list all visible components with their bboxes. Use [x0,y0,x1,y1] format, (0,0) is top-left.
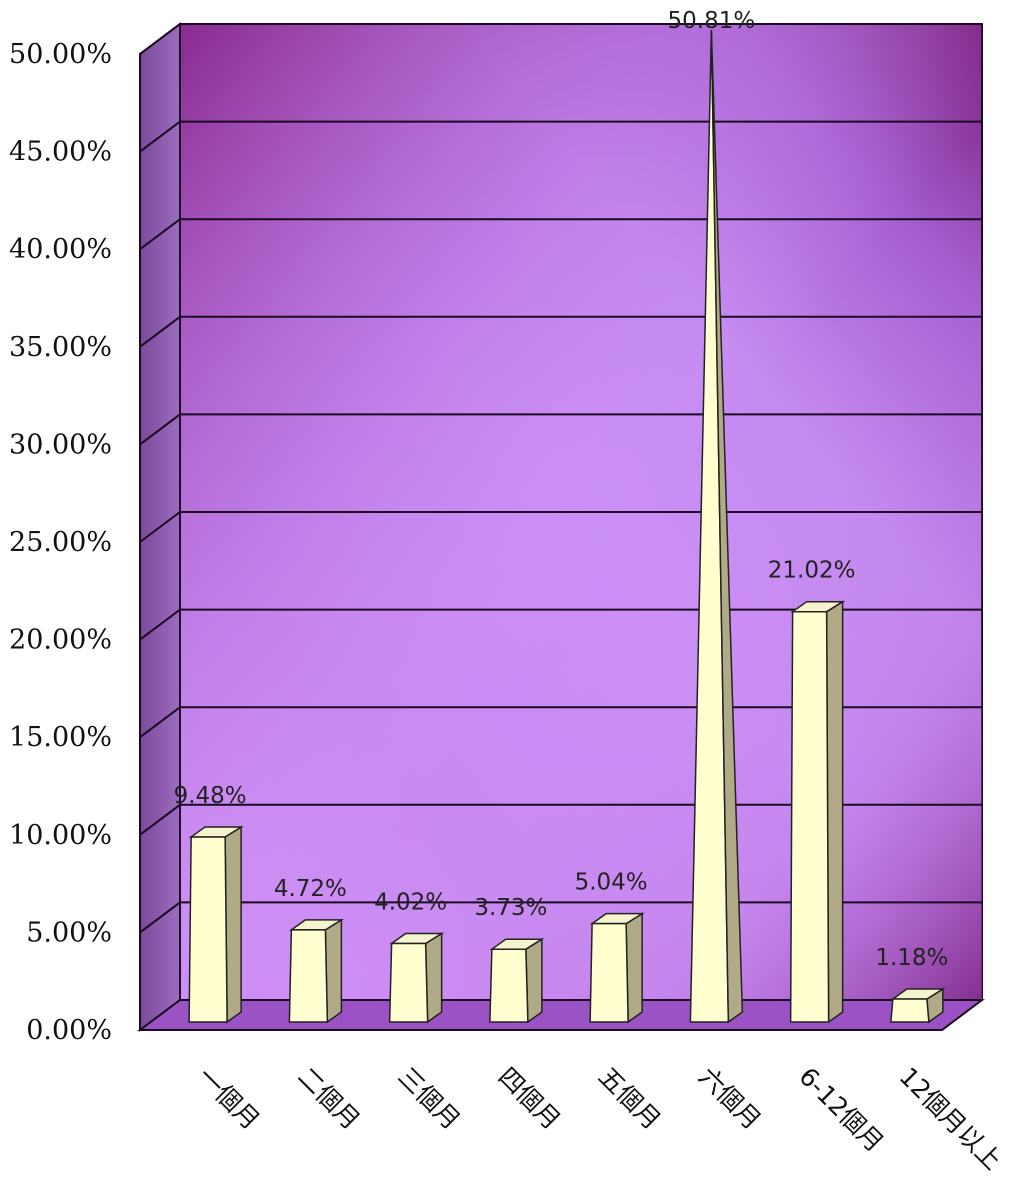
y-tick-label: 0.00% [26,1015,112,1046]
data-label: 1.18% [875,945,948,971]
data-label: 50.81% [668,8,756,34]
bar-front [789,610,830,1023]
bar-front [188,836,228,1023]
bar-side [710,30,744,1024]
y-tick-label: 40.00% [9,234,112,265]
y-tick-label: 5.00% [26,917,112,948]
data-label: 5.04% [575,870,648,896]
x-tick-label: 二個月 [292,1062,366,1136]
bar-front [589,922,629,1023]
data-label: 4.72% [274,876,347,902]
bar-front [890,998,930,1023]
bar [890,987,946,1024]
data-labels: 9.48% 4.72% 4.02% 3.73% 5.04% 50.81% 21.02% 1.1… [174,8,949,971]
data-label: 21.02% [768,558,856,584]
x-tick-label: 三個月 [392,1062,466,1136]
data-label: 4.02% [374,890,447,916]
x-tick-label: 一個月 [192,1062,266,1136]
bar-front [489,948,529,1023]
x-tick-label: 六個月 [693,1062,767,1136]
y-tick-label: 10.00% [9,820,112,851]
x-tick-label: 四個月 [493,1062,567,1136]
y-axis-ticks: 0.00% 5.00% 10.00% 15.00% 20.00% 25.00% 30.00%… [9,39,112,1046]
bar [188,825,244,1024]
y-tick-label: 50.00% [9,39,112,70]
bars [188,30,946,1024]
x-tick-label: 五個月 [593,1062,667,1136]
bar [288,918,344,1024]
data-label: 9.48% [174,783,247,809]
y-tick-label: 45.00% [9,137,112,168]
y-tick-label: 30.00% [9,429,112,460]
bar-front [388,942,429,1023]
bar [589,912,645,1024]
bar [689,30,744,1024]
y-tick-label: 25.00% [9,527,112,558]
bar-front [288,929,329,1023]
y-tick-label: 15.00% [9,722,112,753]
data-label: 3.73% [474,895,547,921]
chart-wall [137,22,985,1032]
x-axis-labels: 一個月 二個月 三個月 四個月 五個月 六個月 6-12個月 12個月以上 [192,1062,1007,1176]
bar [789,600,846,1024]
x-tick-label: 12個月以上 [894,1062,1008,1176]
y-tick-label: 20.00% [9,625,112,656]
y-tick-label: 35.00% [9,332,112,363]
bar [489,937,545,1024]
floor [137,999,985,1031]
x-tick-label: 6-12個月 [793,1062,889,1158]
bar [388,932,445,1024]
gridline [139,23,982,55]
